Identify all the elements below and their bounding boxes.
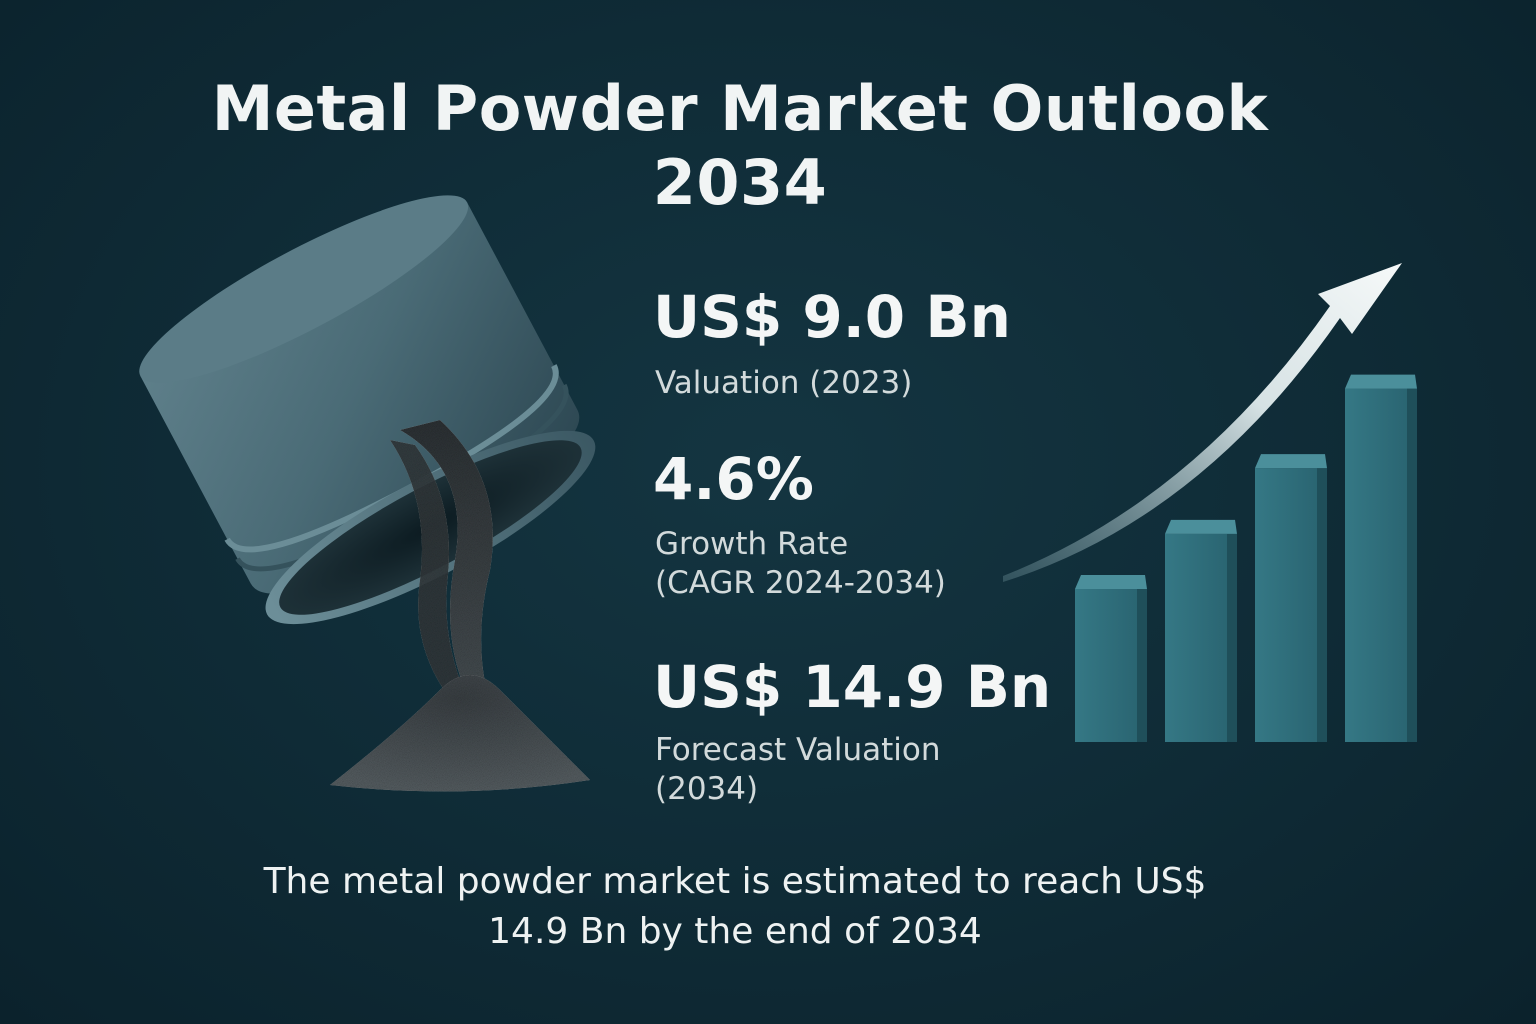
growth-bar — [1345, 374, 1417, 742]
growth-bar — [1255, 454, 1327, 742]
growth-rate-label: Growth Rate (CAGR 2024-2034) — [655, 525, 946, 604]
growth-rate-label-line-1: Growth Rate — [655, 526, 849, 562]
growth-rate-label-line-2: (CAGR 2024-2034) — [655, 565, 946, 602]
forecast-valuation-label-line-1: Forecast Valuation — [655, 732, 941, 768]
valuation-2023-value: US$ 9.0 Bn — [653, 283, 1011, 351]
valuation-2023-label: Valuation (2023) — [655, 364, 912, 403]
footer-summary: The metal powder market is estimated to … — [0, 857, 1470, 958]
forecast-valuation-value: US$ 14.9 Bn — [653, 653, 1052, 721]
valuation-2023-label-line-1: Valuation (2023) — [655, 365, 913, 401]
forecast-valuation-label: Forecast Valuation (2034) — [655, 731, 940, 810]
footer-line-2: 14.9 Bn by the end of 2034 — [488, 911, 982, 953]
growth-bar — [1075, 575, 1147, 742]
growth-rate-value: 4.6% — [653, 445, 814, 513]
powder-pile-icon — [330, 420, 590, 792]
growth-bar — [1165, 519, 1237, 742]
growth-bars — [1075, 374, 1417, 742]
metal-can-icon — [139, 195, 596, 792]
title-line-1: Metal Powder Market Outlook — [211, 72, 1269, 145]
bar-graph-icon — [1003, 263, 1417, 742]
forecast-valuation-label-line-2: (2034) — [655, 771, 759, 808]
title-line-2: 2034 — [652, 146, 828, 220]
page-title: Metal Powder Market Outlook 2034 — [0, 72, 1480, 221]
growth-arrow-icon — [1003, 263, 1402, 582]
footer-line-1: The metal powder market is estimated to … — [263, 861, 1207, 902]
